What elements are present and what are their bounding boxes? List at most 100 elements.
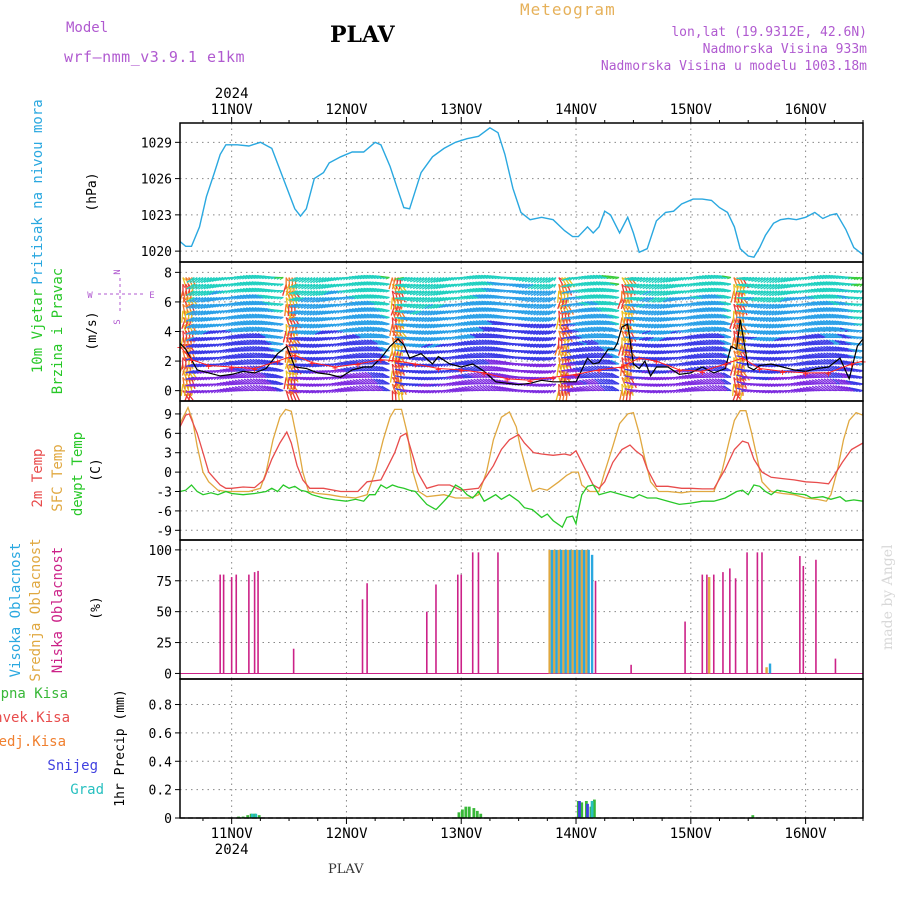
wind-barb [403, 290, 413, 295]
wind-barb [352, 327, 361, 332]
wind-barb [228, 341, 238, 345]
wind-barb [358, 385, 367, 392]
wind-barb-head [222, 390, 227, 393]
wind-barb [197, 290, 207, 297]
wind-barb [415, 303, 425, 309]
wind-barb [352, 333, 362, 339]
wind-barb [242, 294, 252, 299]
wind-barb-head [359, 283, 364, 286]
wind-barb [358, 365, 367, 372]
wind-barb [375, 365, 385, 372]
wind-barb [393, 297, 396, 310]
wind-barb [354, 320, 364, 325]
wind-barb-head [382, 290, 387, 293]
wind-barb [258, 384, 267, 392]
wind-barb [306, 356, 316, 361]
wind-barb [409, 303, 419, 309]
wind-barb-head [376, 296, 381, 299]
wind-barb [391, 317, 394, 330]
wind-barb [320, 330, 330, 335]
wind-barb [257, 333, 267, 339]
y-tick-label: 1029 [141, 136, 172, 151]
wind-barb [403, 343, 413, 347]
wind-barb [286, 377, 290, 390]
wind-barb [380, 327, 390, 332]
wind-barb [303, 343, 313, 348]
y-tick-label: 1026 [141, 173, 172, 188]
wind-barb-head [244, 290, 250, 293]
wind-barb [191, 303, 201, 310]
wind-barb [340, 361, 350, 365]
wind-barb [406, 343, 416, 347]
wind-barb [211, 276, 221, 283]
model-version: wrf—nmm_v3.9.1 e1km [64, 48, 246, 66]
wind-barb [290, 377, 293, 390]
year-label-top: 2024 [215, 86, 249, 102]
wind-barb [426, 330, 436, 336]
wind-barb [209, 283, 218, 289]
wind-barb [377, 327, 387, 332]
wind-barb [309, 290, 319, 297]
wind-barb [412, 283, 422, 290]
wind-barb [294, 303, 304, 309]
wind-barb [305, 383, 316, 387]
wind-barb-head [391, 337, 396, 341]
wind-barb-head [362, 283, 367, 286]
wind-barb-head [285, 297, 290, 301]
wind-barb [198, 276, 207, 284]
wind-barb-head [230, 356, 235, 360]
wind-barb [420, 356, 430, 361]
wind-barb [231, 354, 241, 359]
wind-barb [378, 378, 387, 385]
wind-barb [180, 324, 181, 325]
wind-barb [378, 346, 387, 352]
wind-barb [180, 277, 181, 279]
wind-barb [240, 365, 250, 372]
wind-barb [361, 384, 370, 392]
wind-barb [191, 323, 201, 329]
x-tick-label-bottom: 11NOV [211, 826, 254, 842]
wind-barb-head [264, 310, 270, 313]
wind-barb-head [345, 376, 350, 379]
wind-barb [274, 361, 284, 365]
wind-barb [378, 359, 387, 365]
wind-barb [340, 381, 350, 385]
wind-barb [203, 276, 212, 284]
wind-barb-head [250, 296, 255, 299]
wind-barb [245, 281, 255, 285]
wind-barb [406, 296, 416, 302]
wind-barb [202, 343, 212, 348]
wind-barb [198, 283, 207, 290]
wind-barb [309, 356, 318, 362]
model-elevation-label: Nadmorska Visina u modelu 1003.18m [600, 59, 867, 74]
wind-barb [372, 333, 382, 339]
x-tick-label-bottom: 12NOV [325, 826, 368, 842]
wind-barb [237, 295, 247, 299]
wind-barb [409, 343, 419, 348]
wind-barb-head [270, 336, 275, 339]
wind-barb [189, 283, 198, 290]
wind-barb [432, 323, 442, 329]
product-label: Meteogram [520, 0, 616, 19]
wind-barb-head [385, 283, 390, 287]
wind-barb [346, 380, 356, 385]
wind-barb [266, 372, 275, 378]
wind-barb [308, 383, 318, 387]
wind-barb [182, 304, 186, 317]
wind-barb-head [368, 290, 373, 293]
wind-barb-head [279, 343, 284, 346]
wind-barb [303, 336, 313, 342]
wind-barb-head [270, 343, 275, 346]
wind-barb-head [273, 330, 278, 333]
wind-barb [240, 378, 250, 385]
wind-barb [412, 330, 422, 335]
wind-barb [397, 283, 407, 287]
wind-barb [355, 346, 364, 352]
wind-barb-head [351, 310, 356, 313]
wind-barb [195, 290, 204, 297]
wind-barb-head [342, 343, 347, 347]
wind-barb-head [353, 316, 359, 320]
wind-barb [266, 366, 275, 372]
wind-barb [391, 277, 396, 290]
wind-barb [435, 330, 445, 335]
